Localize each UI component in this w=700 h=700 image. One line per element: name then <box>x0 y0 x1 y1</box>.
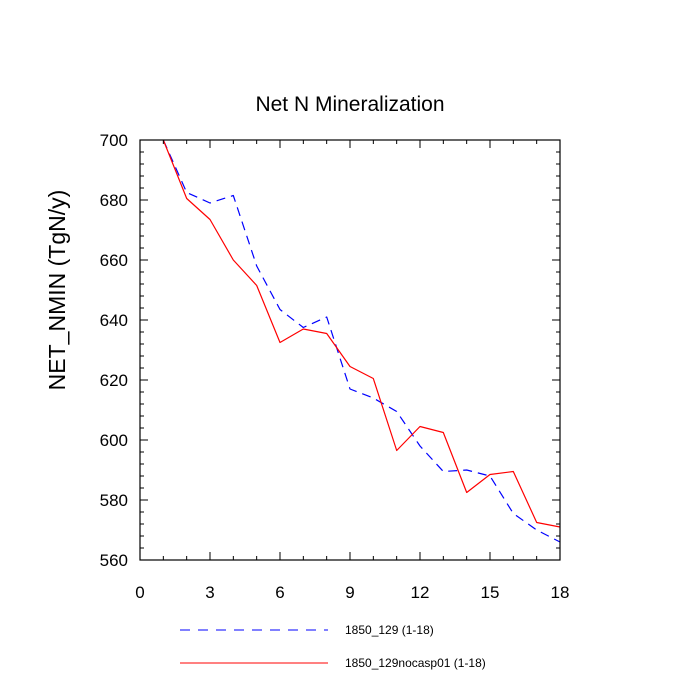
y-tick-label: 620 <box>100 371 128 390</box>
y-axis-label: NET_NMIN (TgN/y) <box>44 190 70 391</box>
y-tick-label: 600 <box>100 431 128 450</box>
y-tick-label: 640 <box>100 311 128 330</box>
x-tick-label: 0 <box>135 583 144 602</box>
legend-label-2: 1850_129nocasp01 (1-18) <box>345 656 486 670</box>
y-tick-label: 580 <box>100 491 128 510</box>
axis-ticks: 560 580 600 620 640 660 680 700 0 3 6 9 12 15 18 <box>100 131 570 602</box>
chart-title: Net N Mineralization <box>255 93 444 116</box>
series-layer <box>162 139 561 543</box>
y-tick-label: 680 <box>100 191 128 210</box>
x-tick-label: 6 <box>275 583 284 602</box>
series-line-1 <box>162 139 561 543</box>
x-tick-label: 18 <box>551 583 570 602</box>
y-tick-label: 560 <box>100 551 128 570</box>
legend-label-1: 1850_129 (1-18) <box>345 623 434 637</box>
x-tick-label: 9 <box>345 583 354 602</box>
y-tick-label: 700 <box>100 131 128 150</box>
y-tick-label: 660 <box>100 251 128 270</box>
x-tick-label: 3 <box>205 583 214 602</box>
legend: 1850_129 (1-18) 1850_129nocasp01 (1-18) <box>180 623 486 670</box>
x-tick-label: 15 <box>481 583 500 602</box>
x-tick-label: 12 <box>411 583 430 602</box>
series-line-2 <box>162 139 561 528</box>
